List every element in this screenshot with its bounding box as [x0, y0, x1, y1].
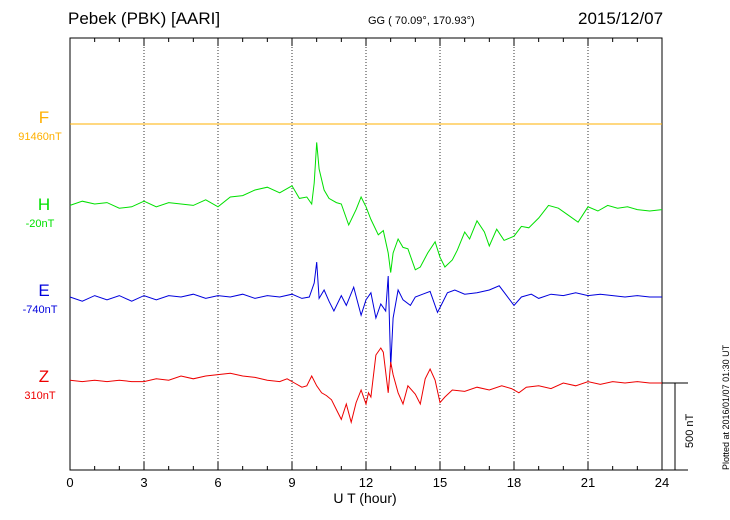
scale-bar-label: 500 nT	[684, 413, 696, 448]
plotted-timestamp: Plotted at 2016/01/07 01:30 UT	[721, 344, 730, 470]
x-tick-label: 21	[581, 475, 595, 490]
x-tick-label: 12	[359, 475, 373, 490]
series-baseline-e: -740nT	[23, 304, 58, 316]
x-tick-label: 0	[66, 475, 73, 490]
x-tick-label: 15	[433, 475, 447, 490]
chart-date: 2015/12/07	[578, 9, 664, 28]
series-name-z: Z	[39, 367, 49, 386]
series-baseline-f: 91460nT	[18, 131, 62, 143]
series-line-z	[69, 347, 662, 425]
x-axis-label: U T (hour)	[333, 490, 397, 506]
series-name-h: H	[38, 195, 50, 214]
series-name-e: E	[38, 281, 49, 300]
series-line-e	[69, 261, 662, 368]
x-tick-label: 9	[288, 475, 295, 490]
series-baseline-z: 310nT	[24, 390, 55, 402]
station-coordinates: GG ( 70.09°, 170.93°)	[368, 15, 475, 27]
station-title: Pebek (PBK) [AARI]	[68, 9, 221, 28]
x-tick-label: 3	[140, 475, 147, 490]
x-tick-label: 24	[655, 475, 669, 490]
series-baseline-h: -20nT	[26, 218, 55, 230]
x-tick-label: 18	[507, 475, 521, 490]
series-name-f: F	[39, 108, 49, 127]
series-line-h	[69, 142, 663, 273]
x-tick-label: 6	[214, 475, 221, 490]
